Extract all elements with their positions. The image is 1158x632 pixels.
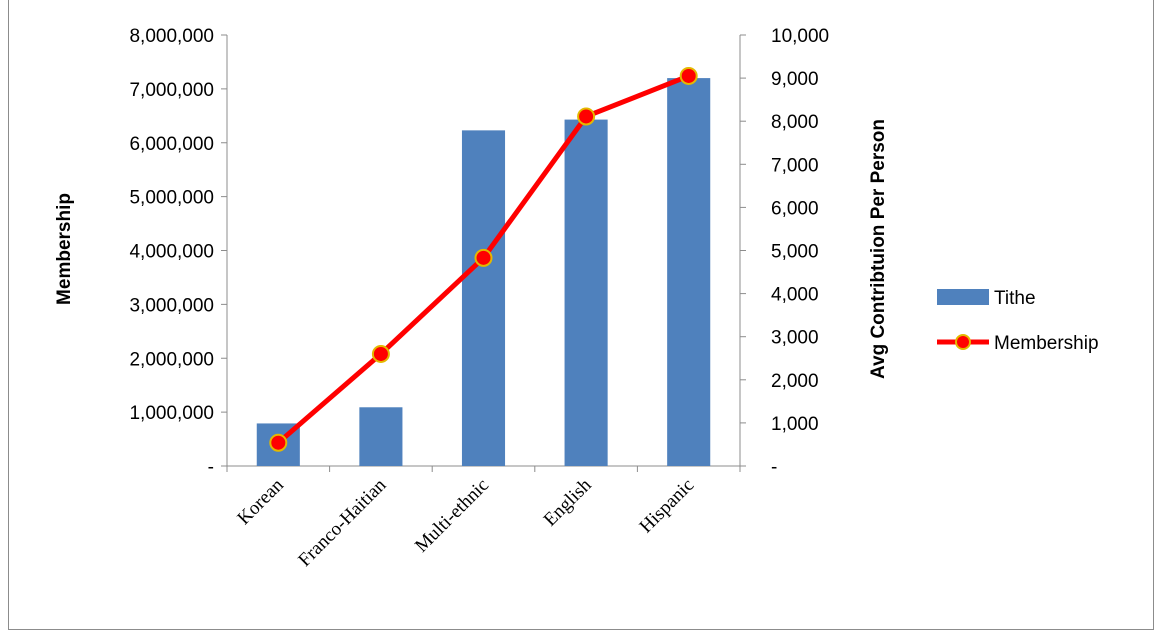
right-tick-label: 2,000 xyxy=(771,371,819,392)
right-tick-label: 1,000 xyxy=(771,414,819,435)
bar-hispanic xyxy=(667,78,711,466)
left-tick-label: - xyxy=(208,457,214,478)
left-tick-label: 6,000,000 xyxy=(129,134,214,155)
legend: Tithe Membership xyxy=(937,288,1099,354)
left-tick-label: 1,000,000 xyxy=(129,403,214,424)
left-tick-label: 4,000,000 xyxy=(129,242,214,263)
membership-markers xyxy=(269,66,698,452)
category-label: Franco-Haitian xyxy=(294,474,391,571)
category-label: Multi-ethnic xyxy=(411,475,493,557)
left-axis-ticks: - 1,000,000 2,000,000 3,000,000 4,000,000 5,0… xyxy=(129,26,227,478)
legend-membership-label: Membership xyxy=(994,333,1099,354)
right-tick-label: 4,000 xyxy=(771,285,819,306)
right-tick-label: 5,000 xyxy=(771,242,819,263)
category-labels: Korean Franco-Haitian Multi-ethnic English H… xyxy=(233,474,698,571)
left-tick-label: 7,000,000 xyxy=(129,80,214,101)
left-tick-label: 5,000,000 xyxy=(129,188,214,209)
left-tick-label: 8,000,000 xyxy=(129,26,214,47)
right-tick-label: 9,000 xyxy=(771,69,819,90)
legend-tithe-swatch xyxy=(937,289,989,305)
category-label: English xyxy=(540,474,596,530)
right-tick-label: - xyxy=(771,457,777,478)
marker-multi-ethnic xyxy=(474,248,493,267)
right-tick-label: 8,000 xyxy=(771,112,819,133)
marker-franco-haitian xyxy=(371,344,390,363)
category-label: Hispanic xyxy=(636,475,699,538)
category-label: Korean xyxy=(233,474,288,529)
right-tick-label: 6,000 xyxy=(771,198,819,219)
right-tick-label: 7,000 xyxy=(771,155,819,176)
legend-membership-marker xyxy=(955,334,971,350)
right-axis-ticks: - 1,000 2,000 3,000 4,000 5,000 6,000 7,000 8,00… xyxy=(740,26,829,478)
legend-tithe-label: Tithe xyxy=(994,288,1036,309)
bar-multi-ethnic xyxy=(461,130,506,466)
x-axis-ticks xyxy=(226,466,741,472)
marker-korean xyxy=(269,433,288,452)
bar-franco-haitian xyxy=(359,407,403,466)
bar-english xyxy=(564,119,608,467)
left-tick-label: 3,000,000 xyxy=(129,295,214,316)
marker-english xyxy=(577,107,596,126)
left-tick-label: 2,000,000 xyxy=(129,349,214,370)
right-tick-label: 3,000 xyxy=(771,328,819,349)
right-tick-label: 10,000 xyxy=(771,26,829,47)
tithe-bars xyxy=(256,78,711,467)
left-axis-title: Membership xyxy=(54,193,75,305)
marker-hispanic xyxy=(679,66,698,85)
right-axis-title: Avg Contribtuion Per Person xyxy=(868,119,889,379)
